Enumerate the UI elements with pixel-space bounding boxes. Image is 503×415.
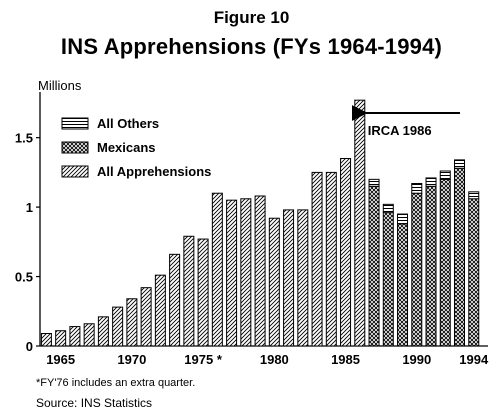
- bar-all-apprehensions: [268, 217, 280, 347]
- bar-all-apprehensions: [140, 287, 152, 347]
- bar-all-apprehensions: [97, 316, 109, 347]
- bar-mexicans: [425, 185, 437, 347]
- footnote: *FY'76 includes an extra quarter.: [36, 377, 196, 389]
- x-tick-label: 1975 *: [184, 352, 223, 367]
- x-tick-label: 1994: [459, 352, 489, 367]
- bar-all-apprehensions: [211, 192, 223, 347]
- chart-title: INS Apprehensions (FYs 1964-1994): [60, 34, 443, 59]
- bar-all-apprehensions: [354, 99, 366, 347]
- y-tick-label: 1.5: [15, 131, 33, 146]
- bar-mexicans: [454, 167, 466, 347]
- y-tick-label: 1: [26, 200, 33, 215]
- bar-all-others: [468, 191, 480, 200]
- x-tick-label: 1985: [331, 352, 360, 367]
- bar-all-apprehensions: [112, 306, 124, 347]
- legend-label-all: All Apprehensions: [97, 164, 211, 179]
- bar-mexicans: [368, 185, 380, 347]
- bar-all-others: [425, 177, 437, 187]
- bar-all-apprehensions: [169, 253, 181, 347]
- x-tick-label: 1970: [117, 352, 146, 367]
- bar-all-apprehensions: [69, 326, 81, 347]
- annotations: IRCA 1986: [351, 105, 460, 138]
- y-tick-label: 0.5: [15, 270, 33, 285]
- y-axis-unit-label: Millions: [38, 78, 82, 93]
- bars: [40, 99, 480, 347]
- tick-labels: 0 0.5 1 1.5 1965 1970 1975 * 1980 1985 1990 1994: [15, 131, 489, 367]
- legend-label-others: All Others: [97, 116, 159, 131]
- legend-swatch-mexicans: [61, 141, 89, 154]
- legend: All Others Mexicans All Apprehensions: [61, 116, 211, 179]
- bar-all-apprehensions: [254, 195, 266, 347]
- bar-all-others: [382, 203, 394, 214]
- bar-all-apprehensions: [83, 323, 95, 347]
- bar-all-others: [411, 183, 423, 194]
- bar-all-apprehensions: [226, 199, 238, 347]
- bar-all-others: [397, 213, 409, 225]
- legend-swatch-others: [61, 117, 89, 130]
- bar-mexicans: [439, 178, 451, 347]
- bar-all-apprehensions: [154, 274, 166, 347]
- legend-swatch-all: [61, 165, 89, 178]
- bar-all-apprehensions: [126, 298, 138, 347]
- bar-mexicans: [397, 223, 409, 347]
- x-tick-label: 1980: [260, 352, 289, 367]
- bar-mexicans: [411, 192, 423, 347]
- figure-label: Figure 10: [213, 8, 290, 27]
- bar-all-apprehensions: [283, 209, 295, 347]
- irca-annotation-label: IRCA 1986: [368, 123, 432, 138]
- bar-all-apprehensions: [297, 209, 309, 347]
- bar-all-others: [454, 159, 466, 169]
- bar-mexicans: [382, 212, 394, 347]
- bar-all-apprehensions: [240, 198, 252, 347]
- bar-all-apprehensions: [311, 171, 323, 347]
- bar-all-apprehensions: [197, 238, 209, 347]
- source-note: Source: INS Statistics: [36, 396, 153, 410]
- bar-all-apprehensions: [55, 330, 67, 347]
- bar-all-apprehensions: [340, 158, 352, 347]
- x-tick-label: 1965: [46, 352, 75, 367]
- bar-all-others: [439, 170, 451, 180]
- bar-all-apprehensions: [40, 333, 52, 347]
- x-tick-label: 1990: [402, 352, 431, 367]
- legend-label-mexicans: Mexicans: [97, 140, 156, 155]
- bar-all-apprehensions: [183, 235, 195, 347]
- bar-mexicans: [468, 198, 480, 347]
- bar-all-others: [368, 178, 380, 187]
- y-tick-label: 0: [26, 339, 33, 354]
- bar-all-apprehensions: [325, 171, 337, 347]
